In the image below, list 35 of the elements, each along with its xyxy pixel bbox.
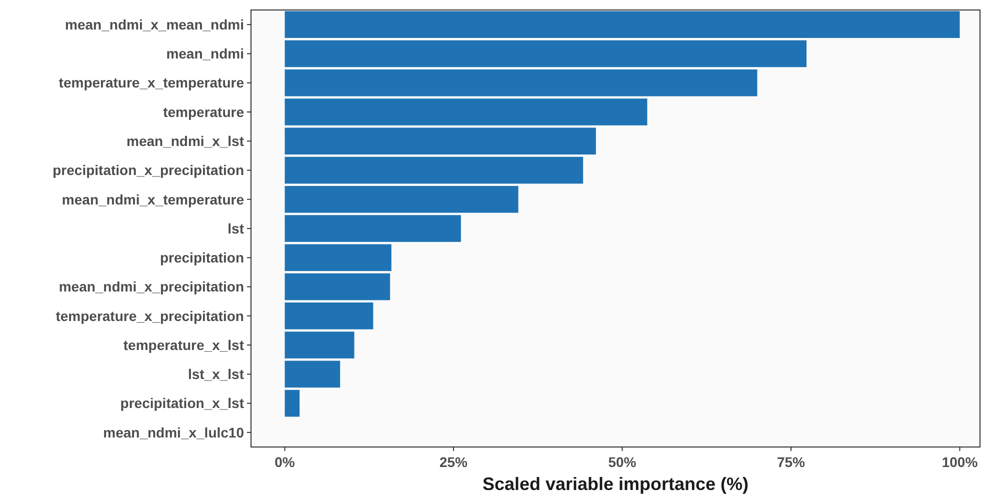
y-tick-label: temperature_x_lst [123, 336, 244, 353]
bar [284, 98, 648, 126]
bar [284, 215, 461, 242]
y-tick-label: mean_ndmi_x_mean_ndmi [65, 16, 244, 32]
y-tick-label: temperature [163, 104, 244, 120]
x-tick-label: 75% [776, 454, 806, 470]
bar [284, 156, 584, 184]
x-tick-label: 100% [942, 454, 978, 470]
bar [284, 273, 390, 300]
bar [284, 40, 807, 68]
y-tick-label: lst_x_lst [188, 366, 244, 382]
bar [284, 186, 518, 213]
y-tick-label: lst [228, 220, 244, 236]
y-tick-label: precipitation_x_lst [120, 395, 244, 412]
y-tick-label: mean_ndmi_x_lulc10 [103, 424, 244, 440]
bar [284, 69, 758, 96]
y-tick-label: mean_ndmi_x_temperature [62, 191, 244, 208]
y-tick-label: mean_ndmi_x_lst [126, 133, 244, 149]
y-tick-label: mean_ndmi [166, 46, 244, 62]
y-tick-label: precipitation [160, 250, 244, 266]
bar [284, 244, 392, 272]
bar [284, 302, 374, 330]
y-tick-label: temperature_x_temperature [58, 74, 244, 91]
bar [284, 11, 960, 38]
bar [284, 332, 354, 358]
bar [284, 390, 300, 417]
x-tick-label: 0% [274, 454, 296, 470]
y-tick-label: temperature_x_precipitation [56, 308, 244, 324]
bar [284, 360, 340, 388]
x-tick-label: 25% [439, 454, 468, 470]
bar [284, 128, 596, 154]
x-tick-label: 50% [608, 454, 637, 470]
y-tick-label: precipitation_x_precipitation [52, 162, 244, 178]
y-tick-label: mean_ndmi_x_precipitation [58, 278, 244, 295]
x-axis-title: Scaled variable importance (%) [482, 474, 749, 494]
